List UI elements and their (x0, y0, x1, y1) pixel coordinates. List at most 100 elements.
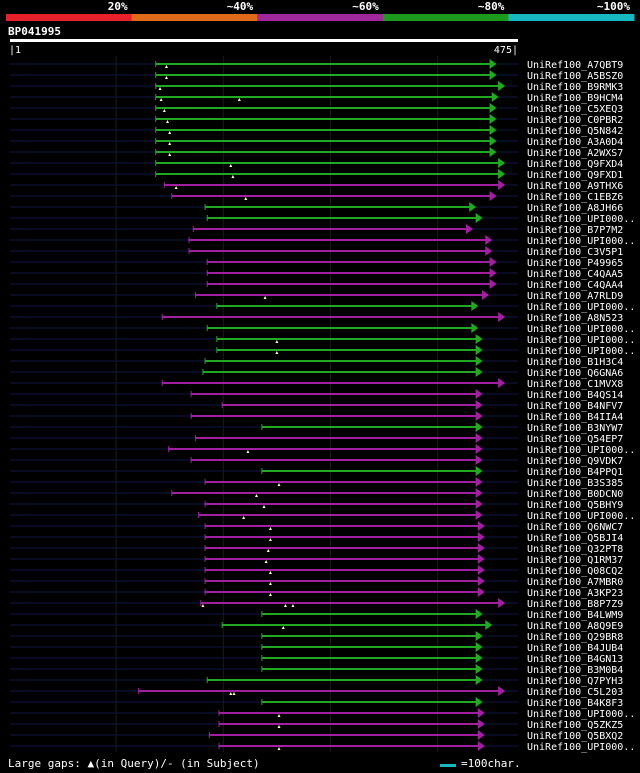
hit-row[interactable]: UniRef100_B4GN13 (10, 653, 623, 665)
hit-row[interactable]: UniRef100_A7MBR0 (10, 576, 623, 588)
hit-label[interactable]: UniRef100_Q29BR8 (527, 632, 623, 643)
hit-label[interactable]: UniRef100_A7MBR0 (527, 577, 623, 588)
hit-label[interactable]: UniRef100_A5BSZ0 (527, 71, 623, 82)
hit-label[interactable]: UniRef100_B4JUB4 (527, 643, 623, 654)
hit-label[interactable]: UniRef100_UPI000.. (527, 302, 635, 313)
hit-label[interactable]: UniRef100_B4K8F3 (527, 698, 623, 709)
hit-row[interactable]: UniRef100_Q5BXQ2 (10, 730, 623, 742)
hit-label[interactable]: UniRef100_B8P7Z9 (527, 599, 623, 610)
hit-label[interactable]: UniRef100_C1EBZ6 (527, 192, 623, 203)
hit-label[interactable]: UniRef100_Q5BXQ2 (527, 731, 623, 742)
hit-row[interactable]: UniRef100_B3S385 (10, 477, 623, 489)
hit-label[interactable]: UniRef100_A3KP23 (527, 588, 623, 599)
hit-label[interactable]: UniRef100_Q7PYH3 (527, 676, 623, 687)
hit-row[interactable]: UniRef100_B4K8F3 (10, 697, 623, 709)
hit-row[interactable]: UniRef100_UPI000.. (10, 334, 635, 346)
hit-row[interactable]: UniRef100_Q5BJI4 (10, 532, 623, 544)
hit-row[interactable]: UniRef100_C5L203 (10, 686, 623, 698)
hit-label[interactable]: UniRef100_B4GN13 (527, 654, 623, 665)
hit-label[interactable]: UniRef100_Q1RM37 (527, 555, 623, 566)
hit-label[interactable]: UniRef100_B0DCN0 (527, 489, 623, 500)
hit-label[interactable]: UniRef100_Q5BHY9 (527, 500, 623, 511)
hit-label[interactable]: UniRef100_Q9FXD1 (527, 170, 623, 181)
hit-label[interactable]: UniRef100_B1H3C4 (527, 357, 623, 368)
hit-row[interactable]: UniRef100_P49965 (10, 257, 623, 269)
hit-row[interactable]: UniRef100_Q29BR8 (10, 631, 623, 643)
hit-row[interactable]: UniRef100_Q5N842 (10, 125, 623, 137)
hit-row[interactable]: UniRef100_Q9FXD4 (10, 158, 623, 170)
hit-label[interactable]: UniRef100_UPI000.. (527, 445, 635, 456)
hit-label[interactable]: UniRef100_Q5BJI4 (527, 533, 623, 544)
hit-label[interactable]: UniRef100_Q5ZKZ5 (527, 720, 623, 731)
hit-label[interactable]: UniRef100_C3V5P1 (527, 247, 623, 258)
hit-row[interactable]: UniRef100_A5BSZ0 (10, 70, 623, 82)
hit-row[interactable]: UniRef100_A8JH66 (10, 202, 623, 214)
hit-label[interactable]: UniRef100_B3M0B4 (527, 665, 623, 676)
hit-label[interactable]: UniRef100_A8Q9E9 (527, 621, 623, 632)
hit-label[interactable]: UniRef100_C0PBR2 (527, 115, 623, 126)
hit-row[interactable]: UniRef100_B4PPQ1 (10, 466, 623, 478)
hit-label[interactable]: UniRef100_UPI000.. (527, 335, 635, 346)
hit-row[interactable]: UniRef100_B4NFV7 (10, 400, 623, 412)
hit-label[interactable]: UniRef100_A9THX6 (527, 181, 623, 192)
hit-row[interactable]: UniRef100_B9RMK3 (10, 81, 623, 93)
hit-row[interactable]: UniRef100_A2WXS7 (10, 147, 623, 159)
hit-label[interactable]: UniRef100_C4QAA5 (527, 269, 623, 280)
hit-row[interactable]: UniRef100_B0DCN0 (10, 488, 623, 500)
hit-label[interactable]: UniRef100_B4NFV7 (527, 401, 623, 412)
hit-row[interactable]: UniRef100_UPI000.. (10, 345, 635, 357)
hit-label[interactable]: UniRef100_UPI000.. (527, 236, 635, 247)
hit-row[interactable]: UniRef100_A7QBT9 (10, 59, 623, 71)
hit-row[interactable]: UniRef100_A8N523 (10, 312, 623, 324)
hit-label[interactable]: UniRef100_A8JH66 (527, 203, 623, 214)
hit-label[interactable]: UniRef100_B4QS14 (527, 390, 623, 401)
hit-row[interactable]: UniRef100_A3A0D4 (10, 136, 623, 148)
hit-label[interactable]: UniRef100_B4IIA4 (527, 412, 623, 423)
hit-row[interactable]: UniRef100_Q32PT8 (10, 543, 623, 555)
hit-row[interactable]: UniRef100_A9THX6 (10, 180, 623, 192)
hit-row[interactable]: UniRef100_Q6GNA6 (10, 367, 623, 379)
hit-row[interactable]: UniRef100_Q54EP7 (10, 433, 623, 445)
hit-label[interactable]: UniRef100_Q08CQ2 (527, 566, 623, 577)
hit-label[interactable]: UniRef100_Q9FXD4 (527, 159, 623, 170)
hit-row[interactable]: UniRef100_Q9FXD1 (10, 169, 623, 181)
hit-label[interactable]: UniRef100_C4QAA4 (527, 280, 623, 291)
hit-row[interactable]: UniRef100_B8P7Z9 (10, 598, 623, 610)
hit-label[interactable]: UniRef100_Q6NWC7 (527, 522, 623, 533)
hit-label[interactable]: UniRef100_A8N523 (527, 313, 623, 324)
hit-row[interactable]: UniRef100_B9HCM4 (10, 92, 623, 104)
hit-row[interactable]: UniRef100_C5XEQ3 (10, 103, 623, 115)
hit-row[interactable]: UniRef100_B1H3C4 (10, 356, 623, 368)
hit-label[interactable]: UniRef100_A2WXS7 (527, 148, 623, 159)
hit-label[interactable]: UniRef100_A3A0D4 (527, 137, 623, 148)
hit-row[interactable]: UniRef100_UPI000.. (10, 741, 635, 753)
hit-row[interactable]: UniRef100_UPI000.. (10, 213, 635, 225)
hit-row[interactable]: UniRef100_C1EBZ6 (10, 191, 623, 203)
hit-row[interactable]: UniRef100_B4JUB4 (10, 642, 623, 654)
hit-row[interactable]: UniRef100_UPI000.. (10, 708, 635, 720)
hit-row[interactable]: UniRef100_B4LWM9 (10, 609, 623, 621)
hit-row[interactable]: UniRef100_Q7PYH3 (10, 675, 623, 687)
hit-row[interactable]: UniRef100_C1MVX8 (10, 378, 623, 390)
hit-row[interactable]: UniRef100_C4QAA4 (10, 279, 623, 291)
hit-label[interactable]: UniRef100_B4LWM9 (527, 610, 623, 621)
hit-row[interactable]: UniRef100_B4IIA4 (10, 411, 623, 423)
hit-label[interactable]: UniRef100_B4PPQ1 (527, 467, 623, 478)
hit-label[interactable]: UniRef100_C5L203 (527, 687, 623, 698)
hit-label[interactable]: UniRef100_UPI000.. (527, 709, 635, 720)
hit-label[interactable]: UniRef100_Q9VDK7 (527, 456, 623, 467)
hit-label[interactable]: UniRef100_UPI000.. (527, 511, 635, 522)
hit-label[interactable]: UniRef100_A7QBT9 (527, 60, 623, 71)
hit-row[interactable]: UniRef100_UPI000.. (10, 301, 635, 313)
hit-row[interactable]: UniRef100_Q6NWC7 (10, 521, 623, 533)
hit-row[interactable]: UniRef100_A8Q9E9 (10, 620, 623, 632)
hit-row[interactable]: UniRef100_Q1RM37 (10, 554, 623, 566)
hit-label[interactable]: UniRef100_Q5N842 (527, 126, 623, 137)
hit-label[interactable]: UniRef100_B9HCM4 (527, 93, 623, 104)
hit-row[interactable]: UniRef100_UPI000.. (10, 510, 635, 522)
hit-row[interactable]: UniRef100_B3NYW7 (10, 422, 623, 434)
hit-row[interactable]: UniRef100_Q5ZKZ5 (10, 719, 623, 731)
hit-row[interactable]: UniRef100_C0PBR2 (10, 114, 623, 126)
hit-label[interactable]: UniRef100_P49965 (527, 258, 623, 269)
hit-row[interactable]: UniRef100_A3KP23 (10, 587, 623, 599)
